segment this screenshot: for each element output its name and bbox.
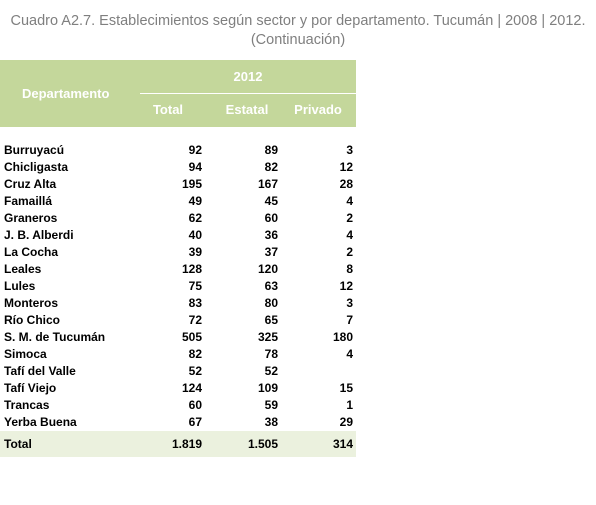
row-label: J. B. Alberdi bbox=[4, 228, 74, 242]
cell-value: 505 bbox=[181, 330, 202, 344]
cell-value: 59 bbox=[264, 398, 278, 412]
cell-value: 12 bbox=[339, 279, 353, 293]
row-label: Monteros bbox=[4, 296, 58, 310]
cell-value: 325 bbox=[257, 330, 278, 344]
cell-value: 67 bbox=[188, 415, 202, 429]
cell-value: 195 bbox=[181, 177, 202, 191]
cell-value: 12 bbox=[339, 160, 353, 174]
cell-value: 124 bbox=[181, 381, 202, 395]
cell-value: 80 bbox=[264, 296, 278, 310]
cell-value: 8 bbox=[346, 262, 353, 276]
header-rule bbox=[140, 93, 356, 94]
cell-value: 15 bbox=[339, 381, 353, 395]
row-label: Famaillá bbox=[4, 194, 53, 208]
total-value: 1.819 bbox=[171, 437, 202, 451]
total-row bbox=[0, 431, 356, 457]
row-label: Tafí Viejo bbox=[4, 381, 57, 395]
row-label: S. M. de Tucumán bbox=[4, 330, 106, 344]
cell-value: 4 bbox=[346, 194, 353, 208]
row-label: Chicligasta bbox=[4, 160, 69, 174]
row-label: Graneros bbox=[4, 211, 58, 225]
row-label: Cruz Alta bbox=[4, 177, 57, 191]
cell-value: 4 bbox=[346, 228, 353, 242]
header-department: Departamento bbox=[22, 86, 110, 101]
header-year: 2012 bbox=[233, 69, 263, 84]
title: Cuadro A2.7. Establecimientos según sect… bbox=[0, 12, 596, 50]
cell-value: 37 bbox=[264, 245, 278, 259]
header-column: Total bbox=[152, 102, 184, 117]
cell-value: 109 bbox=[257, 381, 278, 395]
row-label: Lules bbox=[4, 279, 36, 293]
cell-value: 40 bbox=[188, 228, 202, 242]
row-label: Burruyacú bbox=[4, 143, 65, 157]
cell-value: 39 bbox=[188, 245, 202, 259]
total-label: Total bbox=[4, 437, 32, 451]
cell-value: 92 bbox=[188, 143, 202, 157]
title-line: Cuadro A2.7. Establecimientos según sect… bbox=[10, 13, 586, 29]
cell-value: 60 bbox=[188, 398, 202, 412]
cell-value: 28 bbox=[339, 177, 353, 191]
cell-value: 75 bbox=[188, 279, 202, 293]
cell-value: 82 bbox=[188, 347, 202, 361]
cell-value: 2 bbox=[346, 211, 353, 225]
title-line: (Continuación) bbox=[250, 32, 346, 48]
total-value: 1.505 bbox=[247, 437, 278, 451]
cell-value: 7 bbox=[346, 313, 353, 327]
row-label: Leales bbox=[4, 262, 42, 276]
cell-value: 29 bbox=[339, 415, 353, 429]
cell-value: 65 bbox=[264, 313, 278, 327]
cell-value: 62 bbox=[188, 211, 202, 225]
total-value: 314 bbox=[332, 437, 353, 451]
cell-value: 52 bbox=[188, 364, 202, 378]
cell-value: 82 bbox=[264, 160, 278, 174]
row-label: La Cocha bbox=[4, 245, 59, 259]
cell-value: 45 bbox=[264, 194, 278, 208]
row-label: Simoca bbox=[4, 347, 47, 361]
row-label: Río Chico bbox=[4, 313, 60, 327]
header-column: Privado bbox=[294, 102, 342, 117]
cell-value: 180 bbox=[332, 330, 353, 344]
cell-value: 1 bbox=[346, 398, 353, 412]
cell-value: 52 bbox=[264, 364, 278, 378]
cell-value: 72 bbox=[188, 313, 202, 327]
row-label: Yerba Buena bbox=[4, 415, 77, 429]
header-column: Estatal bbox=[225, 102, 269, 117]
cell-value: 49 bbox=[188, 194, 202, 208]
row-label: Tafí del Valle bbox=[4, 364, 76, 378]
cell-value: 63 bbox=[264, 279, 278, 293]
cell-value: 94 bbox=[188, 160, 202, 174]
cell-value: 3 bbox=[346, 296, 353, 310]
cell-value: 128 bbox=[181, 262, 202, 276]
cell-value: 83 bbox=[188, 296, 202, 310]
cell-value: 78 bbox=[264, 347, 278, 361]
cell-value: 2 bbox=[346, 245, 353, 259]
cell-value: 4 bbox=[346, 347, 353, 361]
cell-value: 36 bbox=[264, 228, 278, 242]
cell-value: 3 bbox=[346, 143, 353, 157]
cell-value: 60 bbox=[264, 211, 278, 225]
row-label: Trancas bbox=[4, 398, 50, 412]
cell-value: 89 bbox=[264, 143, 278, 157]
cell-value: 38 bbox=[264, 415, 278, 429]
cell-value: 120 bbox=[257, 262, 278, 276]
cell-value: 167 bbox=[257, 177, 278, 191]
